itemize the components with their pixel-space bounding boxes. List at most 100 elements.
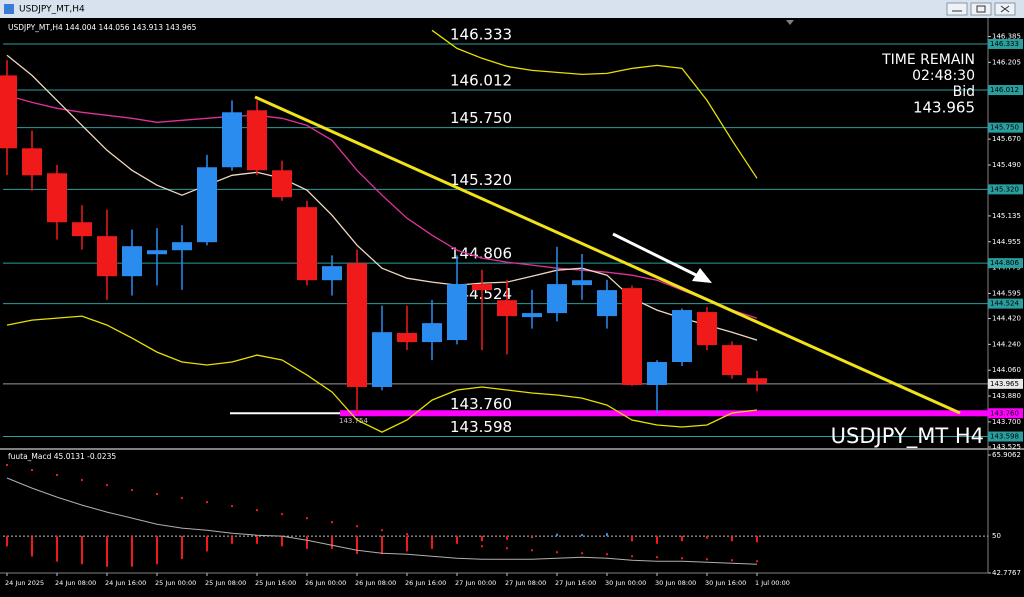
y-tick-label: 145.670 [992,135,1021,143]
y-tick-label: 65.9062 [992,451,1021,459]
histogram-bar [231,536,233,544]
histogram-bar [281,536,283,547]
signal-dot [706,558,708,561]
level-label: 146.012 [450,72,512,90]
time-remain: 02:48:30 [912,68,975,84]
histogram-bar [156,536,158,565]
signal-dot [531,549,533,552]
levels: 146.333146.012145.750145.320144.806144.5… [3,25,988,438]
histogram-bar [556,533,558,537]
y-tick-label: 144.240 [992,340,1021,348]
level-axis-box [988,184,1023,195]
arrow-head [692,268,712,283]
y-tick-label: 42.7767 [992,569,1021,577]
signal-dot [681,557,683,560]
signal-dot [281,513,283,516]
candle-body [47,173,67,223]
candle-body [572,280,592,286]
x-tick-label: 24 Jun 08:00 [55,579,96,587]
candles [0,60,767,415]
y-tick-label: 145.135 [992,212,1021,220]
y-tick-label: 144.420 [992,315,1021,323]
signal-dot [6,464,8,467]
signal-dot [481,545,483,548]
candle-body [397,333,417,343]
window-title: USDJPY_MT,H4 [19,5,85,15]
level-label: 143.760 [450,395,512,413]
minimize-button[interactable] [946,2,968,16]
signal-dot [306,517,308,520]
y-tick-label: 143.880 [992,392,1021,400]
candle-body [0,75,17,149]
candle-body [497,300,517,317]
candle-body [672,310,692,363]
signal-dot [156,493,158,496]
signal-dot [456,541,458,544]
signal-dot [106,484,108,487]
signal-dot [731,559,733,562]
signal-dot [381,529,383,532]
candle-body [197,167,217,243]
x-tick-label: 24 Jun 16:00 [105,579,146,587]
candle-body [697,312,717,346]
histogram-bar [356,536,358,555]
level-axis-label: 50 [992,532,1001,540]
y-tick-label: 144.955 [992,238,1021,246]
level-axis-box [988,38,1023,49]
signal-dot [631,555,633,558]
histogram-bar [631,536,633,542]
signal-dot [256,509,258,512]
x-tick-label: 27 Jun 08:00 [505,579,546,587]
x-tick-label: 26 Jun 16:00 [405,579,446,587]
level-axis-label: 145.320 [990,185,1019,193]
candle-body [297,207,317,281]
chart-title: USDJPY_MT,H4 144.004 144.056 143.913 143… [8,23,197,32]
signal-dot [206,501,208,504]
candle-body [372,332,392,388]
x-tick-label: 1 Jul 00:00 [755,579,790,587]
candle-body [72,222,92,237]
indicators [3,29,988,567]
candle-body [272,170,292,198]
histogram-bar [756,536,758,543]
level-axis-label: 144.806 [990,259,1019,267]
level-label: 145.320 [450,171,512,189]
histogram-bar [731,536,733,542]
indicator-line [431,29,758,179]
y-tick-label: 144.595 [992,289,1021,297]
histogram-bar [431,536,433,549]
candle-body [347,263,367,388]
histogram-bar [381,536,383,555]
x-tick-label: 25 Jun 08:00 [205,579,246,587]
chart-shift-marker [786,20,794,25]
bid-label: Bid [953,84,975,100]
bid-axis-label: 143.965 [990,380,1019,388]
signal-dot [656,556,658,559]
histogram-bar [256,536,258,544]
candle-body [472,284,492,291]
candle-body [747,378,767,384]
signal-dot [31,469,33,472]
candle-body [322,266,342,281]
indicator-line [6,315,758,433]
candle-body [522,313,542,318]
histogram-bar [681,536,683,542]
maximize-button[interactable] [970,2,992,16]
signal-dot [581,552,583,555]
level-axis-label: 146.012 [990,86,1019,94]
level-axis-box [988,85,1023,96]
x-tick-label: 26 Jun 00:00 [305,579,346,587]
histogram-bar [106,536,108,567]
y-tick-label: 146.205 [992,58,1021,66]
window-icon [4,4,14,14]
arrow-shaft [612,232,701,279]
histogram-bar [331,536,333,549]
time-remain-label: TIME REMAIN [881,52,975,68]
y-tick-label: 145.490 [992,161,1021,169]
level-axis-box [988,431,1023,442]
histogram-bar [81,536,83,565]
candle-body [622,288,642,385]
level-axis-label: 144.524 [990,300,1019,308]
signal-dot [756,560,758,563]
